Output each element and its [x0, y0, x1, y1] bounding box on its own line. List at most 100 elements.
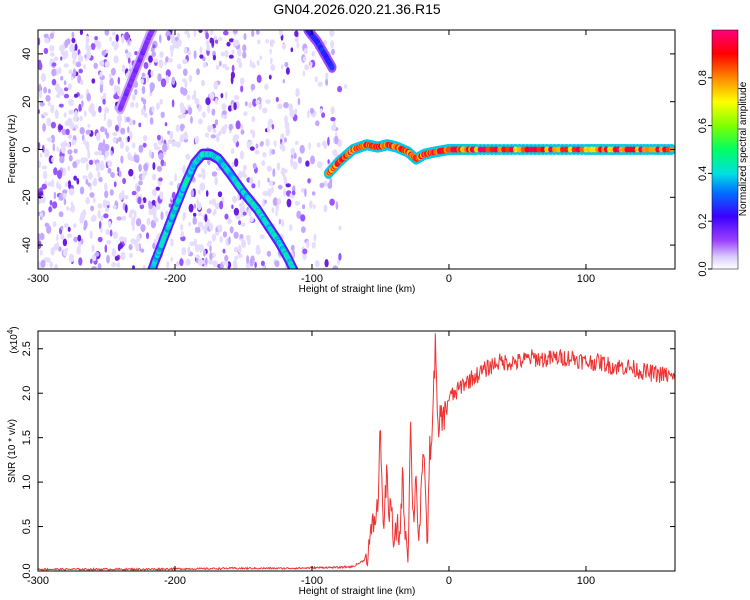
noise-speck: [121, 34, 124, 44]
noise-speck: [133, 154, 138, 163]
noise-speck: [249, 216, 254, 223]
noise-speck: [44, 148, 50, 158]
noise-speck: [91, 266, 97, 269]
noise-speck: [169, 131, 174, 140]
noise-speck: [146, 74, 149, 83]
noise-speck: [73, 236, 78, 243]
y-tick-label: 1.0: [21, 474, 33, 489]
noise-speck: [233, 231, 239, 239]
noise-speck: [83, 138, 86, 145]
noise-speck: [254, 261, 257, 268]
noise-speck: [225, 91, 228, 100]
noise-speck: [109, 229, 113, 237]
noise-speck: [304, 64, 309, 71]
noise-speck: [147, 69, 152, 78]
noise-speck: [159, 34, 162, 44]
noise-speck: [206, 44, 211, 52]
noise-speck: [255, 247, 261, 255]
noise-speck: [323, 204, 328, 213]
noise-speck: [233, 102, 237, 111]
spectrogram-x-axis-label: Height of straight line (km): [299, 284, 416, 295]
noise-speck: [285, 127, 291, 136]
noise-speck: [215, 39, 219, 44]
noise-speck: [198, 30, 203, 33]
noise-speck: [283, 188, 286, 197]
noise-speck: [58, 124, 64, 131]
noise-speck: [281, 145, 286, 152]
noise-speck: [257, 179, 261, 189]
x-tick-label: -200: [164, 575, 186, 587]
noise-speck: [46, 137, 53, 142]
noise-speck: [229, 226, 234, 234]
noise-speck: [86, 93, 91, 102]
noise-speck: [46, 225, 52, 234]
noise-speck: [281, 219, 285, 228]
noise-speck: [221, 126, 227, 135]
noise-speck: [90, 43, 96, 50]
noise-speck: [155, 186, 160, 191]
noise-speck: [152, 242, 156, 250]
noise-speck: [39, 212, 44, 218]
noise-speck: [152, 162, 156, 171]
noise-speck: [74, 43, 78, 51]
noise-speck: [108, 73, 112, 79]
ridge-point: [505, 146, 511, 153]
noise-speck: [60, 76, 64, 81]
noise-speck: [94, 151, 100, 156]
ridge-point: [571, 146, 577, 153]
noise-speck: [116, 216, 122, 221]
ridge-point: [149, 268, 153, 269]
noise-speck: [132, 225, 135, 231]
noise-speck: [202, 62, 207, 68]
noise-speck: [157, 134, 161, 141]
noise-speck: [271, 207, 275, 214]
noise-speck: [124, 115, 127, 124]
noise-speck: [228, 236, 231, 245]
noise-speck: [38, 261, 42, 269]
ridge-point: [329, 64, 335, 71]
noise-speck: [264, 83, 269, 90]
noise-speck: [251, 183, 256, 189]
noise-speck: [68, 98, 74, 106]
noise-speck: [39, 232, 45, 241]
noise-speck: [105, 132, 110, 139]
noise-speck: [83, 225, 87, 231]
noise-speck: [192, 216, 197, 225]
noise-speck: [239, 150, 244, 160]
noise-speck: [74, 124, 79, 129]
snr-x-axis-label: Height of straight line (km): [299, 586, 416, 597]
noise-speck: [297, 97, 301, 106]
noise-speck: [248, 101, 253, 109]
noise-speck: [165, 75, 169, 84]
noise-speck: [168, 57, 173, 63]
noise-speck: [189, 241, 195, 246]
noise-speck: [186, 94, 191, 101]
noise-speck: [244, 101, 248, 107]
noise-speck: [262, 266, 266, 269]
noise-speck: [97, 203, 103, 209]
noise-speck: [237, 48, 242, 57]
noise-speck: [296, 42, 300, 49]
noise-speck: [135, 218, 142, 227]
noise-speck: [260, 260, 265, 266]
noise-speck: [316, 142, 321, 148]
noise-speck: [38, 90, 43, 99]
noise-speck: [204, 214, 208, 223]
noise-speck: [209, 92, 215, 100]
noise-speck: [68, 253, 75, 263]
noise-speck: [180, 224, 184, 231]
noise-speck: [237, 170, 243, 179]
noise-speck: [104, 244, 108, 253]
noise-speck: [213, 81, 219, 90]
noise-speck: [105, 200, 110, 206]
noise-speck: [232, 195, 238, 203]
noise-speck: [224, 213, 229, 220]
noise-speck: [302, 248, 308, 255]
noise-speck: [97, 263, 102, 269]
noise-speck: [114, 94, 120, 100]
noise-speck: [207, 158, 211, 165]
noise-speck: [72, 116, 78, 122]
noise-speck: [42, 123, 46, 132]
noise-speck: [112, 231, 118, 239]
noise-speck: [295, 88, 300, 93]
